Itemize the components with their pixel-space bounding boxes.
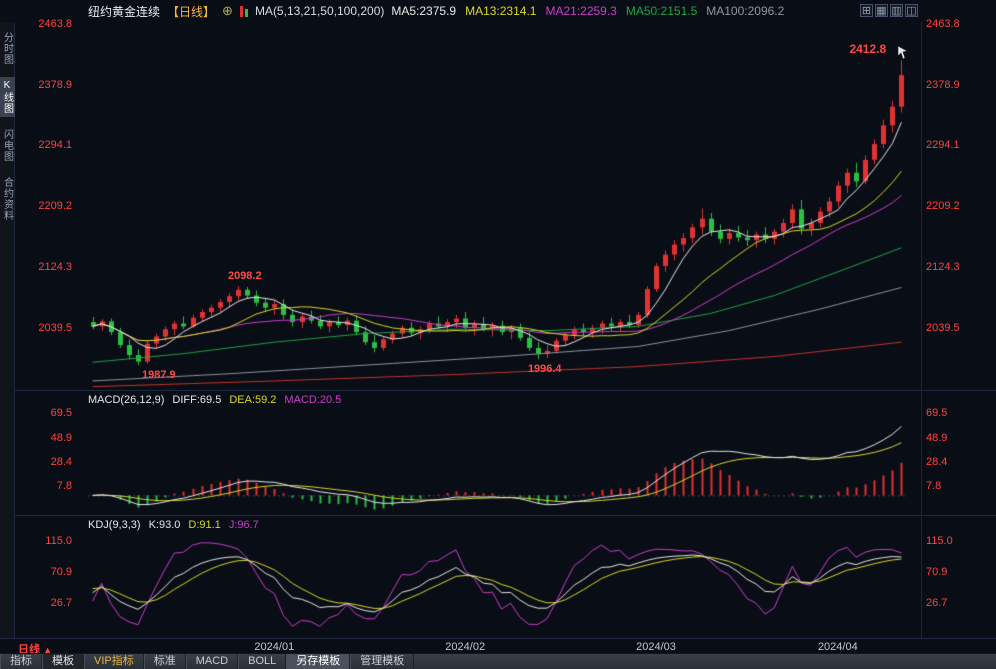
toolbar-item-macd[interactable]: MACD [185,654,239,669]
price-tick-label: 2209.2 [926,200,960,213]
kdj-tick-label: 26.7 [926,596,948,609]
sidebar-item-contract-info[interactable]: 合约资料 [1,177,13,221]
date-tick-label: 2024/03 [636,641,676,653]
macd-header: MACD(26,12,9) DIFF:69.5 DEA:59.2 MACD:20… [88,394,341,406]
price-annotation: 2098.2 [227,270,262,283]
price-tick-label: 2378.9 [926,78,960,91]
toolbar-item-manage-template[interactable]: 管理模板 [350,654,415,669]
toolbar-item-vip-indicators[interactable]: VIP指标 [84,654,144,669]
date-tick-label: 2024/01 [254,641,295,653]
arrow-up-icon: ▲ [43,645,52,655]
bottom-toolbar: 指标 模板 VIP指标 标准 MACD BOLL 另存模板 管理模板 [0,653,996,669]
macd-tick-label: 28.4 [926,455,948,468]
kdj-tick-label: 26.7 [50,596,72,609]
ma21-value: MA21:2259.3 [545,4,617,18]
price-annotation: 1987.9 [141,369,176,382]
ma-values: MA5:2375.9 MA13:2314.1 MA21:2259.3 MA50:215… [391,4,784,18]
price-tick-label: 2209.2 [38,200,72,213]
macd-tick-label: 48.9 [926,431,948,444]
kdj-tick-label: 70.9 [926,565,948,578]
kdj-header: KDJ(9,3,3) K:93.0 D:91.1 J:96.7 [88,519,259,531]
price-tick-label: 2463.8 [38,17,72,30]
contract-title: 纽约黄金连续 [88,4,161,19]
price-tick-label: 2378.9 [38,78,72,91]
macd-diff-value: DIFF:69.5 [172,394,222,406]
toolbar-item-indicators[interactable]: 指标 [0,654,42,669]
sidebar-item-minute-chart[interactable]: 分时图 [1,32,13,65]
panel-divider [15,390,996,391]
candle-style-icon[interactable] [239,5,248,17]
price-annotation: 1996.4 [527,363,562,376]
layout-icons: ⊞ ▦ ▥ ◫ [860,4,918,17]
right-axis-separator [921,22,922,638]
period-label: 【日线】 [167,4,216,19]
price-tick-label: 2039.5 [38,322,72,335]
panel-divider [15,515,996,516]
macd-tick-label: 7.8 [926,480,942,493]
price-annotation: 2412.8 [849,42,887,57]
toolbar-item-template[interactable]: 模板 [42,654,84,669]
kdj-tick-label: 115.0 [926,534,953,547]
ma100-value: MA100:2096.2 [706,4,785,18]
layout-rows-icon[interactable]: ▦ [875,4,888,17]
macd-params-label[interactable]: MACD(26,12,9) [88,394,165,406]
price-tick-label: 2124.3 [926,261,960,274]
toolbar-item-standard[interactable]: 标准 [143,654,186,669]
macd-tick-label: 69.5 [926,407,948,420]
sidebar-item-kline-chart[interactable]: K线图 [0,77,15,117]
kdj-chart-canvas[interactable] [16,516,922,638]
price-tick-label: 2294.1 [926,139,960,152]
layout-grid-icon[interactable]: ⊞ [860,4,873,17]
toolbar-item-save-template[interactable]: 另存模板 [286,654,351,669]
layout-columns-icon[interactable]: ▥ [890,4,903,17]
ma13-value: MA13:2314.1 [465,4,537,18]
price-tick-label: 2039.5 [926,322,960,335]
price-tick-label: 2124.3 [38,261,72,274]
kdj-tick-label: 70.9 [50,565,72,578]
macd-chart-canvas[interactable] [16,391,922,516]
macd-hist-value: MACD:20.5 [284,394,342,406]
kdj-tick-label: 115.0 [45,534,72,547]
macd-tick-label: 28.4 [50,455,72,468]
mouse-cursor [897,45,909,65]
circle-plus-icon[interactable]: ⊕ [222,3,233,18]
sidebar-item-flash-chart[interactable]: 闪电图 [1,129,13,162]
sidebar: 分时图 K线图闪电图合约资料 [0,22,15,638]
date-tick-label: 2024/02 [445,641,486,653]
toolbar-item-boll[interactable]: BOLL [238,654,287,669]
candlestick-chart-canvas[interactable] [16,22,922,391]
macd-dea-value: DEA:59.2 [229,394,277,406]
kdj-k-value: K:93.0 [148,519,181,531]
ma5-value: MA5:2375.9 [391,4,457,18]
date-tick-label: 2024/04 [817,641,858,653]
price-tick-label: 2463.8 [926,17,960,30]
macd-tick-label: 48.9 [50,431,72,444]
price-tick-label: 2294.1 [38,139,72,152]
kdj-d-value: D:91.1 [188,519,221,531]
macd-tick-label: 7.8 [56,480,72,493]
chart-header: 纽约黄金连续 【日线】 ⊕ MA(5,13,21,50,100,200) MA5… [15,0,996,22]
ma-indicator-label: MA(5,13,21,50,100,200) [254,4,385,18]
kdj-j-value: J:96.7 [228,519,259,531]
ma50-value: MA50:2151.5 [625,4,698,18]
kdj-params-label[interactable]: KDJ(9,3,3) [88,519,141,531]
layout-split-icon[interactable]: ◫ [905,4,918,17]
macd-tick-label: 69.5 [50,407,72,420]
